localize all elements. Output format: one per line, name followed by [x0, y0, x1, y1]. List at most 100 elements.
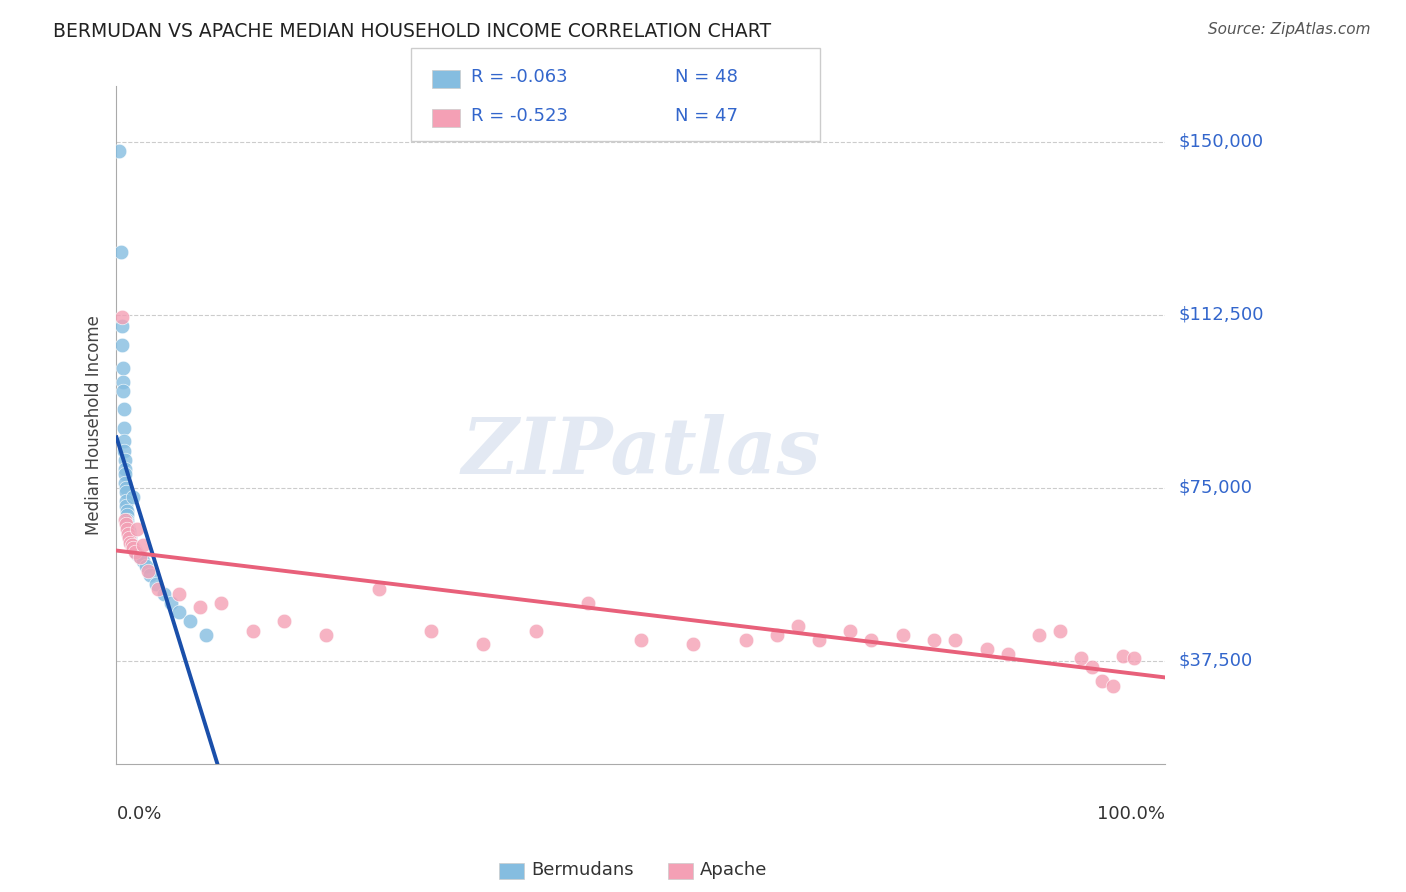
Y-axis label: Median Household Income: Median Household Income — [86, 316, 103, 535]
Point — [179, 615, 201, 629]
Point — [107, 144, 129, 158]
Point — [125, 545, 148, 559]
Text: Apache: Apache — [700, 861, 768, 879]
Point — [115, 522, 138, 536]
Point — [839, 624, 862, 638]
Point — [111, 375, 134, 389]
Point — [122, 541, 145, 555]
Point — [160, 596, 183, 610]
Point — [118, 531, 141, 545]
Point — [124, 545, 146, 559]
Point — [1122, 651, 1144, 665]
Point — [122, 490, 145, 504]
Point — [121, 538, 143, 552]
Point — [112, 402, 135, 417]
Point — [766, 628, 789, 642]
Point — [128, 549, 150, 564]
Point — [1112, 648, 1135, 663]
Point — [117, 520, 139, 534]
Point — [114, 513, 136, 527]
Point — [117, 526, 139, 541]
Text: $75,000: $75,000 — [1180, 479, 1253, 497]
Point — [367, 582, 389, 596]
Point — [115, 517, 138, 532]
Text: N = 47: N = 47 — [675, 107, 738, 126]
Point — [120, 536, 142, 550]
Text: R = -0.063: R = -0.063 — [471, 68, 568, 86]
Point — [152, 587, 174, 601]
Point — [924, 632, 946, 647]
Text: R = -0.523: R = -0.523 — [471, 107, 568, 126]
Point — [127, 548, 149, 562]
Point — [1091, 674, 1114, 689]
Point — [148, 582, 170, 596]
Point — [115, 508, 138, 523]
Point — [117, 522, 139, 536]
Text: 100.0%: 100.0% — [1097, 805, 1166, 823]
Point — [112, 420, 135, 434]
Point — [115, 499, 138, 513]
Text: Source: ZipAtlas.com: Source: ZipAtlas.com — [1208, 22, 1371, 37]
Point — [115, 513, 138, 527]
Point — [111, 319, 134, 334]
Point — [682, 637, 704, 651]
Point — [114, 453, 136, 467]
Point — [976, 642, 998, 657]
Text: $150,000: $150,000 — [1180, 133, 1264, 151]
Point — [209, 596, 232, 610]
Point — [1049, 624, 1071, 638]
Point — [111, 384, 134, 398]
Point — [115, 485, 138, 500]
Point — [112, 434, 135, 449]
Point — [242, 624, 264, 638]
Point — [135, 558, 157, 573]
Text: $112,500: $112,500 — [1180, 306, 1264, 324]
Point — [145, 577, 167, 591]
Point — [943, 632, 966, 647]
Point — [124, 542, 146, 557]
Point — [114, 467, 136, 481]
Point — [1028, 628, 1050, 642]
Point — [860, 632, 883, 647]
Text: BERMUDAN VS APACHE MEDIAN HOUSEHOLD INCOME CORRELATION CHART: BERMUDAN VS APACHE MEDIAN HOUSEHOLD INCO… — [53, 22, 772, 41]
Text: 0.0%: 0.0% — [117, 805, 162, 823]
Point — [630, 632, 652, 647]
Point — [576, 596, 599, 610]
Point — [124, 541, 146, 555]
Point — [997, 647, 1019, 661]
Text: N = 48: N = 48 — [675, 68, 738, 86]
Point — [115, 494, 138, 508]
Text: ZIPatlas: ZIPatlas — [461, 414, 821, 491]
Point — [120, 531, 142, 545]
Point — [118, 524, 141, 539]
Text: $37,500: $37,500 — [1180, 651, 1253, 670]
Point — [1070, 651, 1092, 665]
Point — [194, 628, 217, 642]
Point — [112, 443, 135, 458]
Point — [111, 360, 134, 375]
Point — [111, 310, 134, 324]
Point — [115, 517, 138, 532]
Point — [273, 615, 295, 629]
Point — [115, 515, 138, 529]
Point — [120, 533, 142, 548]
Point — [121, 538, 143, 552]
Point — [110, 245, 132, 260]
Point — [139, 568, 162, 582]
Point — [169, 587, 191, 601]
Point — [734, 632, 756, 647]
Point — [120, 536, 142, 550]
Text: Bermudans: Bermudans — [531, 861, 634, 879]
Point — [118, 529, 141, 543]
Point — [524, 624, 547, 638]
Point — [128, 549, 150, 564]
Point — [1080, 660, 1102, 674]
Point — [136, 564, 159, 578]
Point — [114, 462, 136, 476]
Point — [169, 605, 191, 619]
Point — [1101, 679, 1123, 693]
Point — [131, 538, 153, 552]
Point — [111, 337, 134, 351]
Point — [472, 637, 495, 651]
Point — [891, 628, 914, 642]
